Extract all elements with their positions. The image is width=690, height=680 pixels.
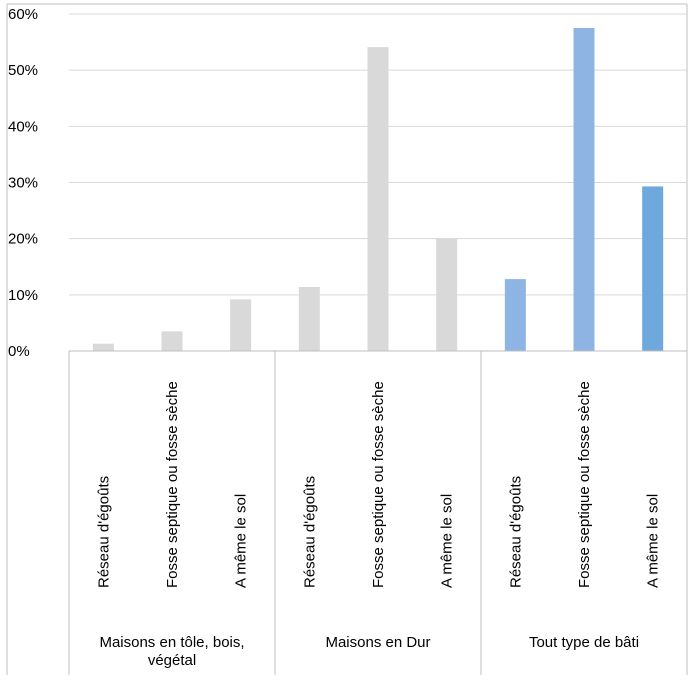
x-group-label: Maisons en Dur: [325, 634, 430, 651]
y-tick-label: 60%: [8, 6, 38, 23]
bar: [504, 279, 526, 351]
bar: [367, 47, 389, 351]
y-tick-label: 0%: [8, 343, 30, 360]
bar: [230, 299, 252, 351]
x-category-label: A même le sol: [645, 494, 662, 588]
x-group-label: végétal: [148, 652, 196, 669]
axes: [68, 350, 687, 675]
x-category-label: Fosse septique ou fosse sèche: [576, 381, 593, 588]
x-group-label: Maisons en tôle, bois,: [99, 634, 244, 651]
bar: [642, 186, 664, 351]
bars: [92, 28, 664, 352]
bar: [573, 28, 595, 352]
x-group-label: Tout type de bâti: [529, 634, 639, 651]
x-category-label: A même le sol: [439, 494, 456, 588]
y-tick-label: 50%: [8, 62, 38, 79]
labels: 0% 10% 20% 30% 40% 50% 60% Réseau d'égoûts Fosse…: [8, 6, 662, 669]
y-tick-label: 20%: [8, 231, 38, 248]
y-tick-label: 10%: [8, 287, 38, 304]
y-tick-label: 30%: [8, 175, 38, 192]
bar: [436, 238, 458, 351]
x-category-label: Fosse septique ou fosse sèche: [164, 381, 181, 588]
x-category-label: Réseau d'égoûts: [95, 476, 112, 588]
bar: [161, 331, 183, 351]
x-category-label: A même le sol: [233, 494, 250, 588]
x-category-label: Fosse septique ou fosse sèche: [370, 381, 387, 588]
bar: [298, 286, 320, 351]
x-category-label: Réseau d'égoûts: [507, 476, 524, 588]
bar: [92, 343, 114, 351]
y-tick-label: 40%: [8, 118, 38, 135]
x-category-label: Réseau d'égoûts: [301, 476, 318, 588]
